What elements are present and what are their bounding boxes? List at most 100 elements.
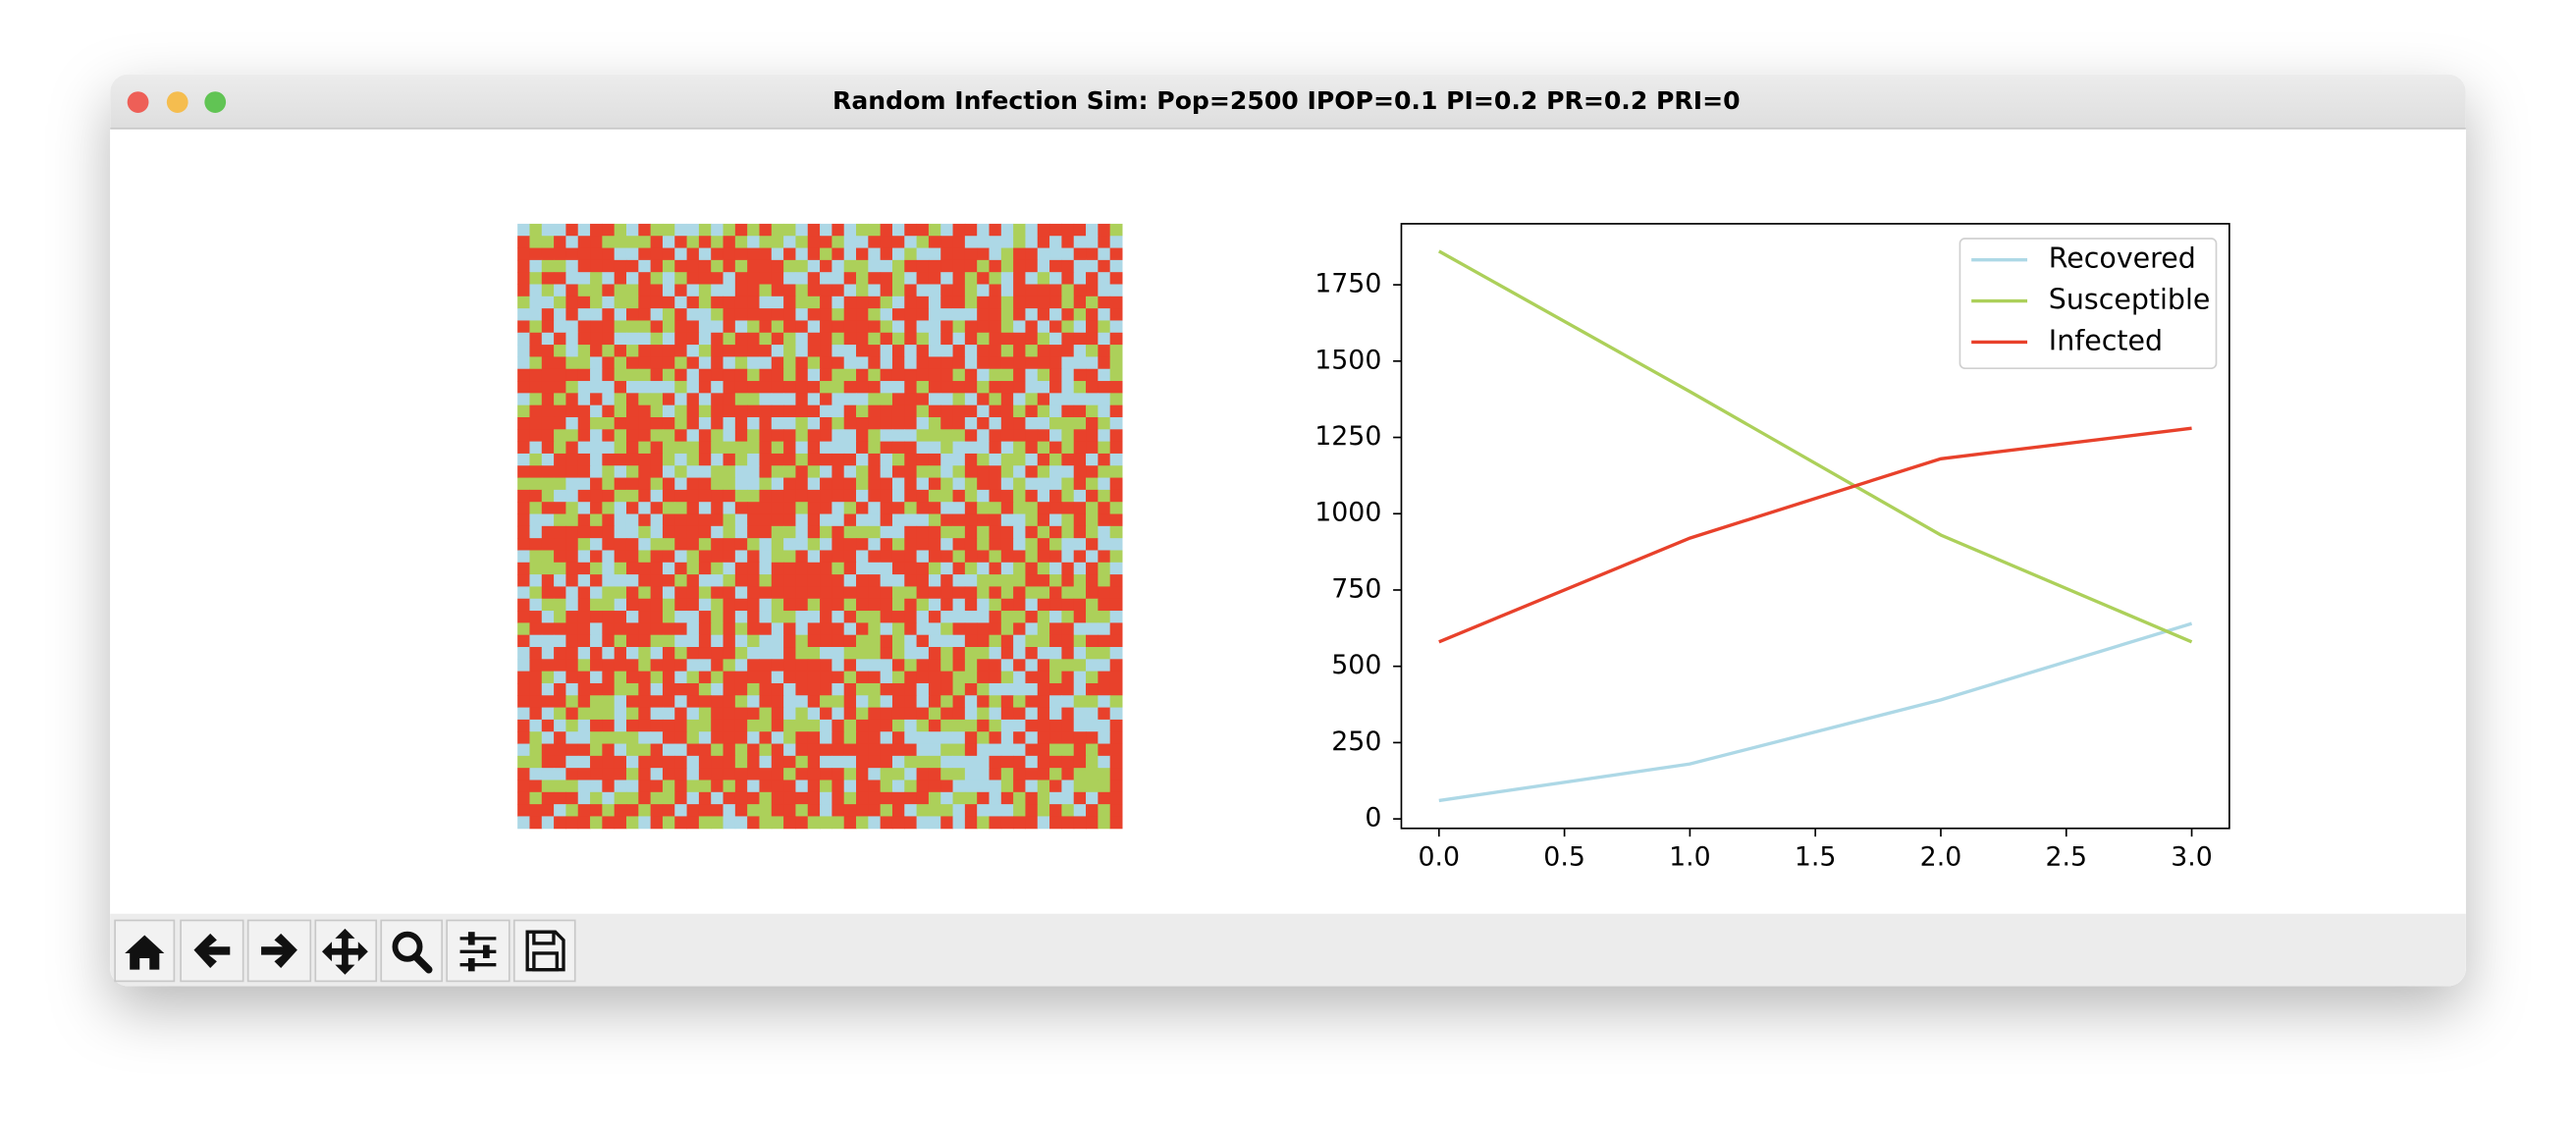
grid-cell — [977, 611, 990, 623]
grid-cell — [565, 223, 579, 237]
grid-cell — [1086, 816, 1099, 830]
grid-cell — [795, 489, 809, 503]
grid-cell — [734, 296, 748, 309]
grid-cell — [1000, 236, 1014, 249]
grid-cell — [734, 381, 748, 394]
grid-cell — [940, 236, 954, 249]
grid-cell — [916, 659, 930, 673]
grid-cell — [638, 247, 652, 261]
grid-cell — [1025, 671, 1039, 684]
grid-cell — [590, 489, 603, 503]
grid-cell — [868, 550, 882, 564]
grid-cell — [625, 416, 639, 430]
grid-cell — [698, 659, 712, 673]
grid-cell — [638, 296, 652, 309]
grid-cell — [880, 791, 893, 805]
grid-cell — [1109, 562, 1123, 575]
grid-cell — [1000, 659, 1014, 673]
grid-cell — [783, 223, 796, 237]
forward-button[interactable] — [246, 919, 312, 983]
grid-cell — [638, 780, 652, 793]
configure-button[interactable] — [446, 919, 510, 983]
grid-cell — [928, 791, 941, 805]
grid-cell — [541, 236, 555, 249]
grid-cell — [674, 404, 688, 418]
grid-cell — [590, 634, 603, 648]
grid-cell — [856, 791, 869, 805]
grid-cell — [832, 393, 845, 406]
grid-cell — [577, 477, 591, 491]
grid-cell — [747, 731, 760, 745]
grid-cell — [795, 223, 809, 237]
grid-cell — [904, 695, 918, 709]
home-button[interactable] — [114, 919, 176, 983]
grid-cell — [711, 320, 724, 334]
grid-cell — [916, 791, 930, 805]
grid-cell — [832, 682, 845, 696]
back-button[interactable] — [180, 919, 244, 983]
grid-cell — [759, 320, 773, 334]
grid-cell — [868, 525, 882, 539]
grid-cell — [723, 381, 736, 394]
grid-cell — [843, 550, 857, 564]
grid-cell — [590, 296, 603, 309]
grid-cell — [614, 465, 627, 479]
grid-cell — [1013, 743, 1026, 757]
grid-cell — [698, 356, 712, 370]
grid-cell — [856, 259, 869, 273]
grid-cell — [1061, 381, 1075, 394]
grid-cell — [1086, 489, 1099, 503]
pan-button[interactable] — [314, 919, 378, 983]
grid-cell — [832, 381, 845, 394]
grid-cell — [843, 393, 857, 406]
grid-cell — [989, 659, 1002, 673]
grid-cell — [529, 393, 543, 406]
grid-cell — [517, 308, 530, 321]
grid-cell — [820, 622, 832, 636]
close-button[interactable] — [127, 91, 149, 113]
grid-cell — [916, 296, 930, 309]
grid-cell — [541, 416, 555, 430]
grid-cell — [1073, 671, 1087, 684]
grid-cell — [856, 562, 869, 575]
grid-cell — [625, 586, 639, 600]
grid-cell — [625, 743, 639, 757]
grid-cell — [771, 538, 784, 551]
save-button[interactable] — [512, 919, 576, 983]
grid-cell — [590, 791, 603, 805]
grid-cell — [771, 368, 784, 382]
grid-cell — [795, 538, 809, 551]
grid-cell — [807, 791, 821, 805]
grid-cell — [1049, 223, 1062, 237]
grid-cell — [771, 502, 784, 515]
grid-cell — [916, 247, 930, 261]
grid-cell — [723, 707, 736, 721]
grid-cell — [577, 695, 591, 709]
grid-cell — [820, 731, 832, 745]
grid-cell — [1025, 272, 1039, 286]
grid-cell — [723, 453, 736, 466]
zoom-tool-button[interactable] — [380, 919, 443, 983]
grid-cell — [940, 525, 954, 539]
grid-cell — [1098, 513, 1111, 527]
grid-cell — [541, 320, 555, 334]
grid-cell — [577, 332, 591, 346]
grid-cell — [747, 562, 760, 575]
grid-cell — [989, 719, 1002, 732]
grid-cell — [820, 381, 832, 394]
grid-cell — [783, 259, 796, 273]
minimize-button[interactable] — [166, 91, 188, 113]
zoom-button[interactable] — [204, 91, 227, 113]
grid-cell — [602, 259, 616, 273]
grid-cell — [940, 332, 954, 346]
grid-cell — [625, 791, 639, 805]
grid-cell — [614, 429, 627, 443]
grid-cell — [529, 489, 543, 503]
grid-cell — [638, 525, 652, 539]
grid-cell — [904, 332, 918, 346]
grid-cell — [590, 622, 603, 636]
grid-cell — [650, 791, 664, 805]
grid-cell — [1025, 368, 1039, 382]
grid-cell — [734, 525, 748, 539]
grid-cell — [577, 296, 591, 309]
